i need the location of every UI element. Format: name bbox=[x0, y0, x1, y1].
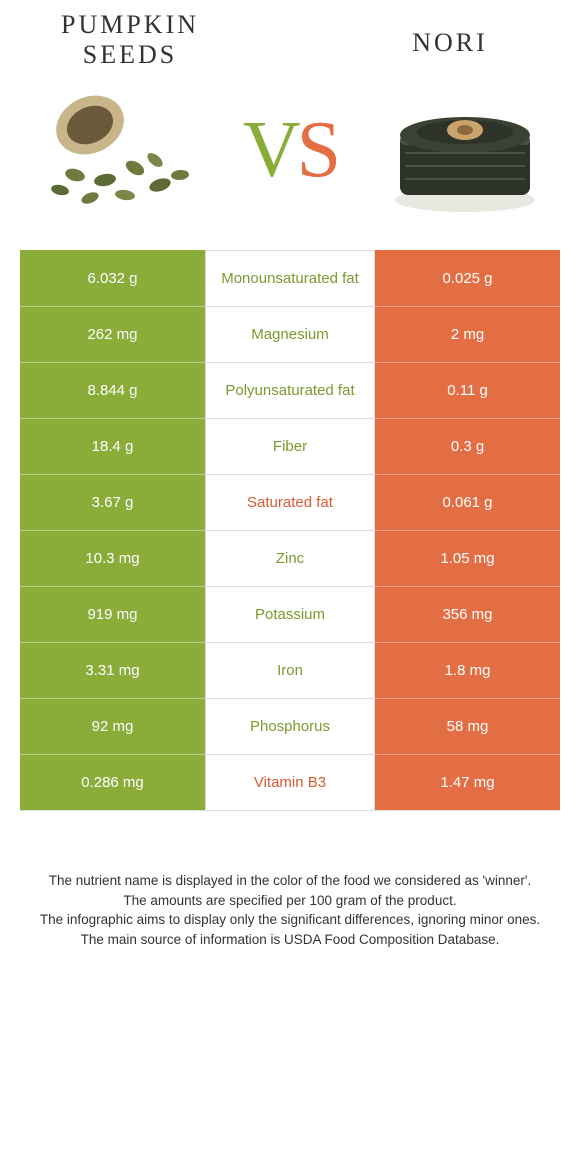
vs-v: V bbox=[243, 106, 297, 194]
left-value: 8.844 g bbox=[20, 362, 205, 418]
pumpkin-seeds-image bbox=[30, 80, 200, 220]
left-value: 3.31 mg bbox=[20, 642, 205, 698]
nutrient-label: Saturated fat bbox=[205, 474, 375, 530]
nutrient-label: Zinc bbox=[205, 530, 375, 586]
left-value: 92 mg bbox=[20, 698, 205, 754]
right-value: 1.05 mg bbox=[375, 530, 560, 586]
right-value: 0.3 g bbox=[375, 418, 560, 474]
nutrient-label: Fiber bbox=[205, 418, 375, 474]
nutrient-label: Potassium bbox=[205, 586, 375, 642]
left-value: 0.286 mg bbox=[20, 754, 205, 810]
comparison-table: 6.032 gMonounsaturated fat0.025 g262 mgM… bbox=[20, 250, 560, 811]
table-row: 3.67 gSaturated fat0.061 g bbox=[20, 474, 560, 530]
right-value: 0.11 g bbox=[375, 362, 560, 418]
vs-s: S bbox=[297, 106, 338, 194]
table-row: 92 mgPhosphorus58 mg bbox=[20, 698, 560, 754]
right-value: 1.8 mg bbox=[375, 642, 560, 698]
left-value: 18.4 g bbox=[20, 418, 205, 474]
nutrient-label: Polyunsaturated fat bbox=[205, 362, 375, 418]
table-row: 0.286 mgVitamin B31.47 mg bbox=[20, 754, 560, 810]
footer-line-3: The infographic aims to display only the… bbox=[30, 910, 550, 930]
table-row: 18.4 gFiber0.3 g bbox=[20, 418, 560, 474]
nutrient-label: Iron bbox=[205, 642, 375, 698]
hero-row: VS bbox=[0, 70, 580, 250]
footer-line-1: The nutrient name is displayed in the co… bbox=[30, 871, 550, 891]
table-row: 3.31 mgIron1.8 mg bbox=[20, 642, 560, 698]
table-row: 10.3 mgZinc1.05 mg bbox=[20, 530, 560, 586]
left-value: 10.3 mg bbox=[20, 530, 205, 586]
table-row: 8.844 gPolyunsaturated fat0.11 g bbox=[20, 362, 560, 418]
right-value: 2 mg bbox=[375, 306, 560, 362]
left-value: 262 mg bbox=[20, 306, 205, 362]
nutrient-label: Magnesium bbox=[205, 306, 375, 362]
nutrient-label: Vitamin B3 bbox=[205, 754, 375, 810]
right-food-title: Nori bbox=[350, 28, 550, 58]
table-row: 262 mgMagnesium2 mg bbox=[20, 306, 560, 362]
vs-label: VS bbox=[243, 105, 337, 196]
left-value: 919 mg bbox=[20, 586, 205, 642]
header: Pumpkin seeds Nori bbox=[0, 0, 580, 70]
table-row: 919 mgPotassium356 mg bbox=[20, 586, 560, 642]
table-row: 6.032 gMonounsaturated fat0.025 g bbox=[20, 250, 560, 306]
right-value: 0.025 g bbox=[375, 250, 560, 306]
right-value: 58 mg bbox=[375, 698, 560, 754]
nori-image bbox=[380, 80, 550, 220]
footer-notes: The nutrient name is displayed in the co… bbox=[0, 811, 580, 949]
left-food-title: Pumpkin seeds bbox=[30, 10, 230, 70]
left-value: 6.032 g bbox=[20, 250, 205, 306]
footer-line-2: The amounts are specified per 100 gram o… bbox=[30, 891, 550, 911]
right-value: 356 mg bbox=[375, 586, 560, 642]
nutrient-label: Phosphorus bbox=[205, 698, 375, 754]
right-value: 1.47 mg bbox=[375, 754, 560, 810]
nutrient-label: Monounsaturated fat bbox=[205, 250, 375, 306]
right-value: 0.061 g bbox=[375, 474, 560, 530]
left-value: 3.67 g bbox=[20, 474, 205, 530]
footer-line-4: The main source of information is USDA F… bbox=[30, 930, 550, 950]
